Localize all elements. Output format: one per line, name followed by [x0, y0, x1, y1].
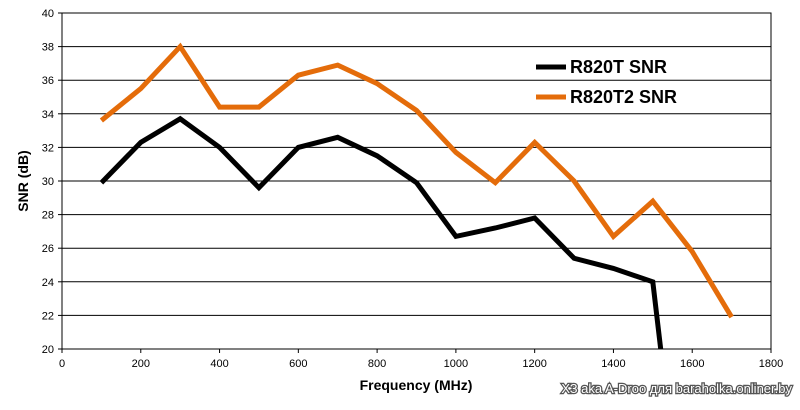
x-tick-label: 1200 — [522, 358, 546, 370]
series-line-r820t-snr — [99, 115, 664, 350]
x-tick-label: 400 — [210, 358, 228, 370]
series-line-r820t2-snr — [99, 42, 734, 319]
y-tick-label: 34 — [42, 109, 54, 121]
y-tick-label: 36 — [42, 75, 54, 87]
y-axis-title: SNR (dB) — [15, 150, 31, 211]
x-tick-label: 0 — [59, 358, 65, 370]
x-tick-label: 1600 — [680, 358, 704, 370]
legend-label-r820t2: R820T2 SNR — [570, 87, 677, 107]
x-axis-title: Frequency (MHz) — [360, 377, 473, 393]
y-tick-label: 20 — [42, 344, 54, 356]
y-tick-label: 26 — [42, 243, 54, 255]
y-tick-label: 30 — [42, 176, 54, 188]
x-tick-label: 800 — [368, 358, 386, 370]
y-tick-label: 38 — [42, 42, 54, 54]
x-tick-label: 1000 — [444, 358, 468, 370]
legend-label-r820t: R820T SNR — [570, 57, 667, 77]
x-tick-label: 1800 — [759, 358, 783, 370]
y-tick-label: 32 — [42, 142, 54, 154]
x-tick-label: 1400 — [601, 358, 625, 370]
y-tick-label: 28 — [42, 210, 54, 222]
y-tick-label: 22 — [42, 310, 54, 322]
watermark-text: ХЗ aka A-Droo для baraholka.onliner.by — [561, 381, 792, 396]
legend: R820T SNR R820T2 SNR — [536, 57, 677, 107]
x-tick-label: 200 — [132, 358, 150, 370]
series-layer — [99, 42, 734, 350]
y-tick-label: 40 — [42, 8, 54, 20]
y-tick-label: 24 — [42, 277, 54, 289]
x-tick-label: 600 — [289, 358, 307, 370]
